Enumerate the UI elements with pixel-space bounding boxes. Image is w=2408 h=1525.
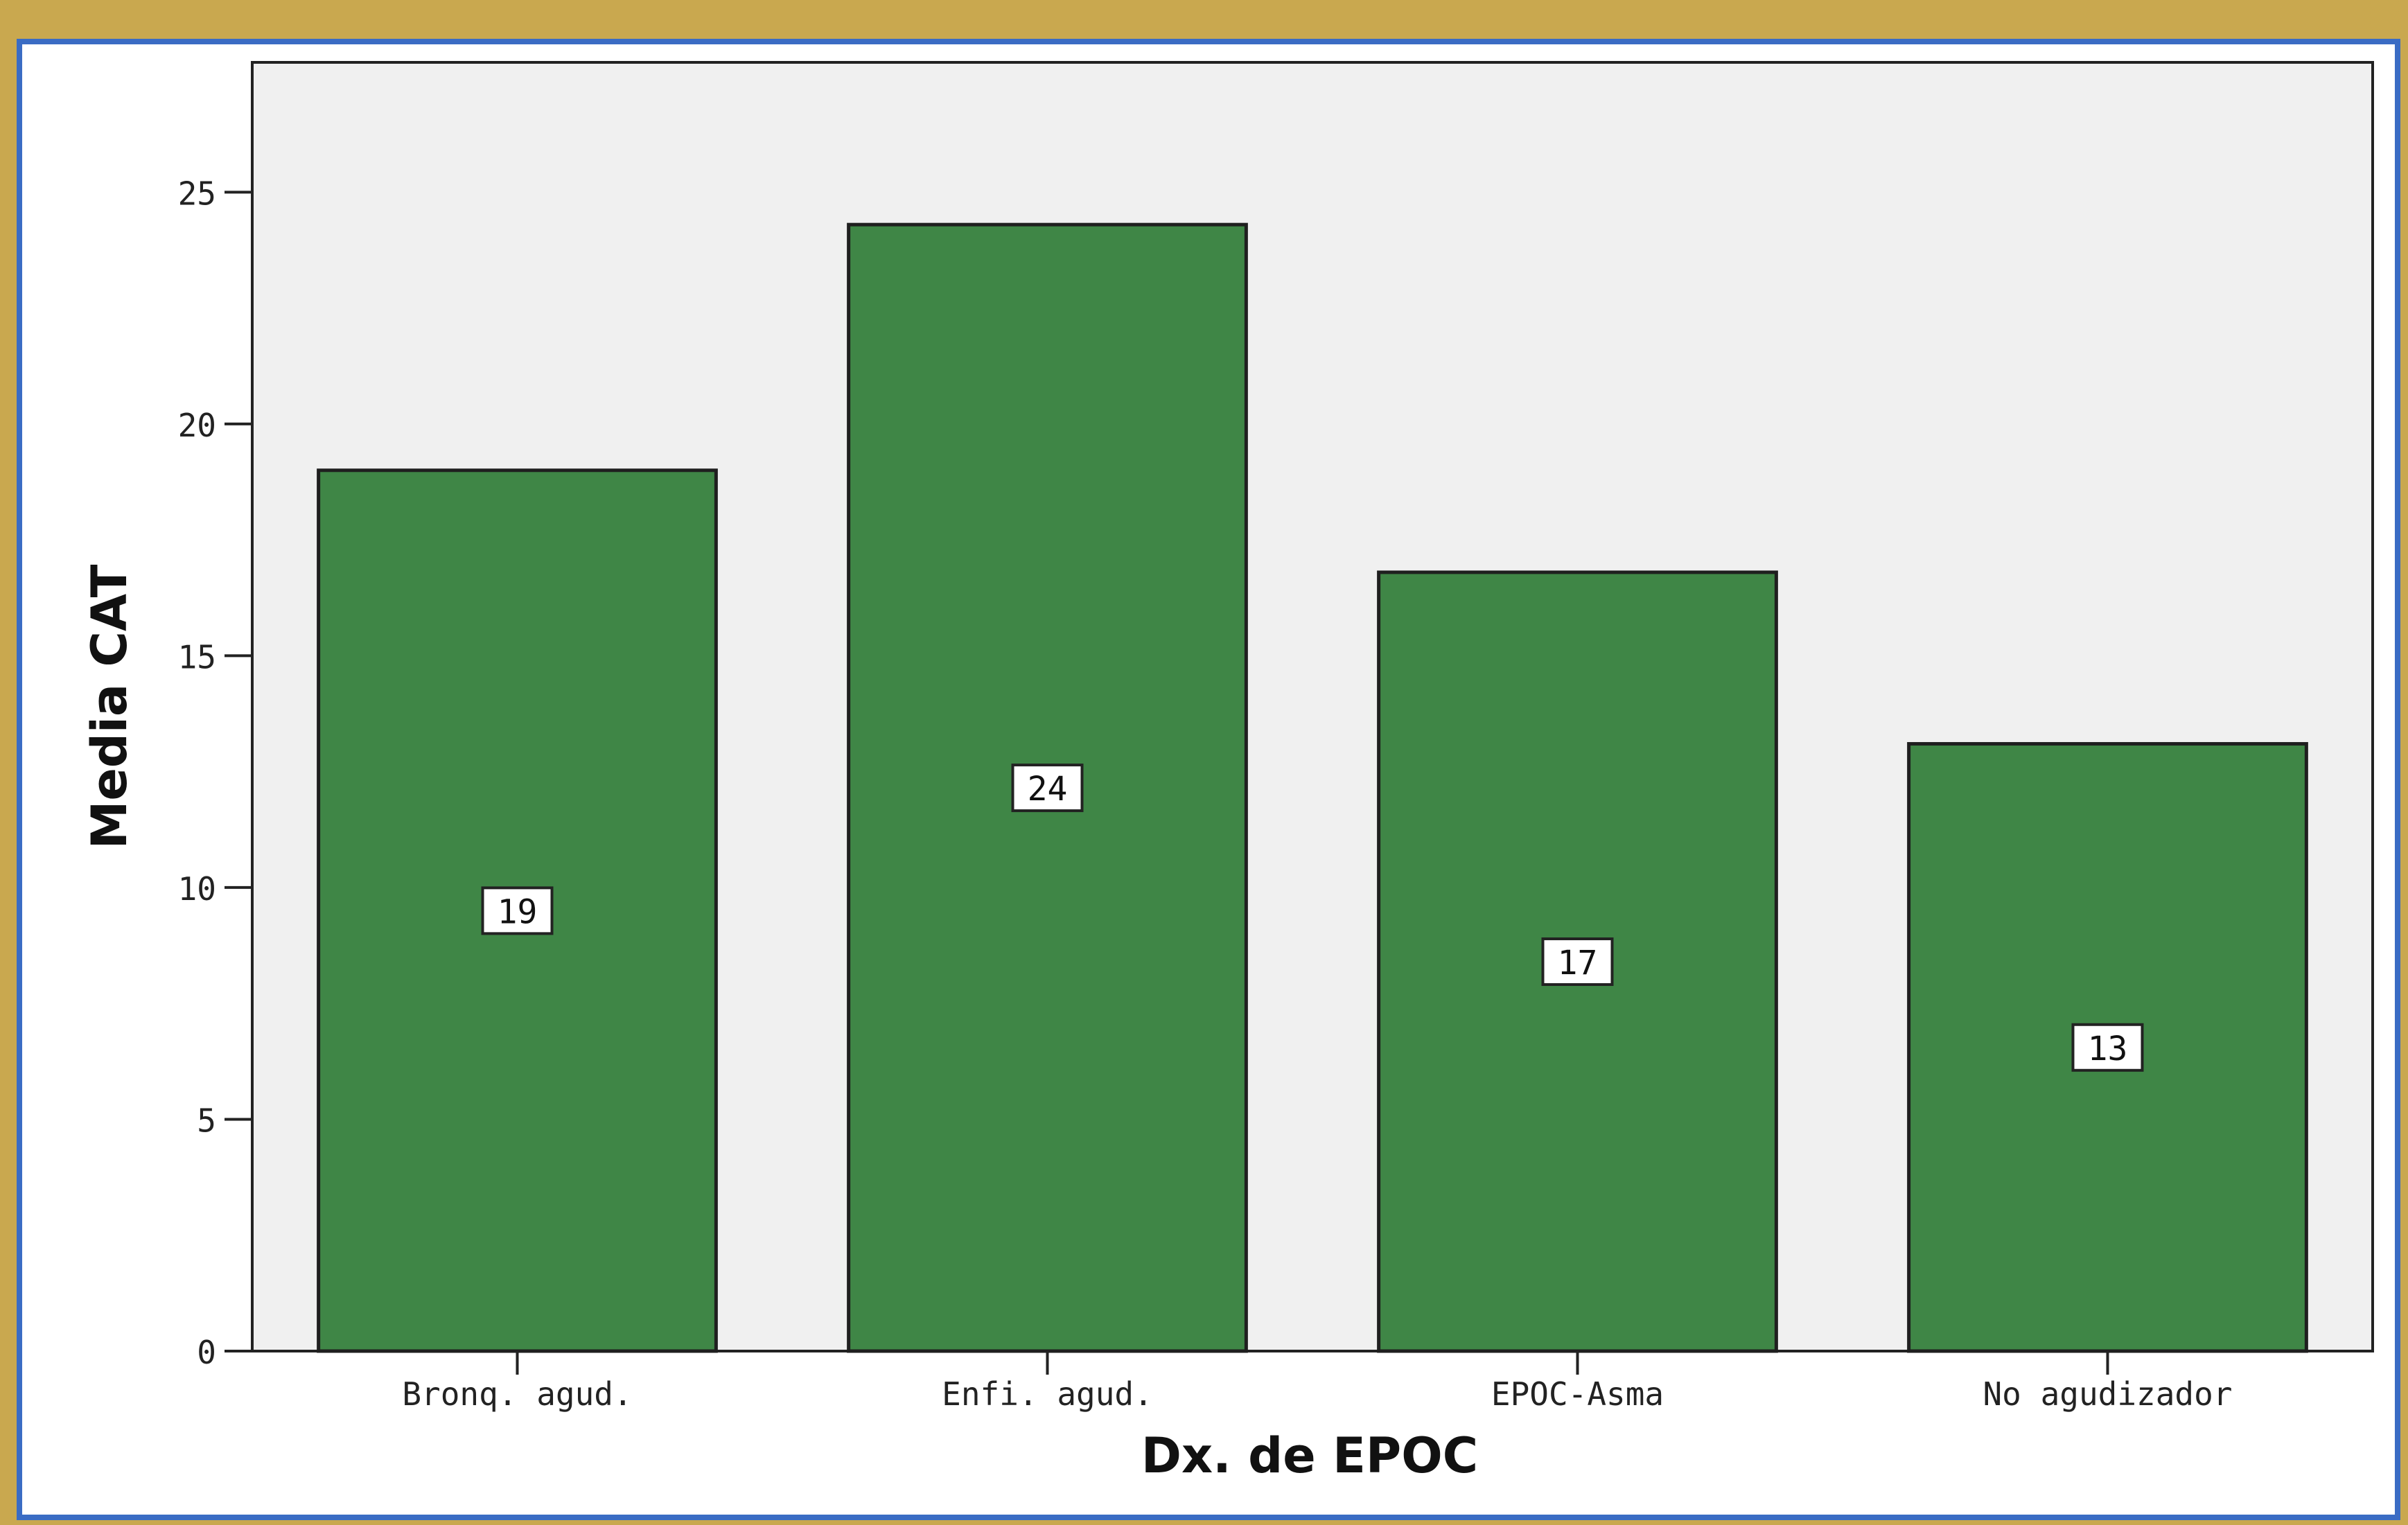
data-label-box <box>1541 937 1614 986</box>
bar[interactable] <box>847 222 1248 1353</box>
x-tick-label: Enfi. agud. <box>942 1375 1153 1413</box>
x-tick-label: Bronq. agud. <box>402 1375 632 1413</box>
data-label: 24 <box>1028 770 1068 809</box>
y-tick-label: 15 <box>178 638 216 676</box>
y-tick-label: 25 <box>178 175 216 212</box>
x-tick-label: EPOC-Asma <box>1491 1375 1664 1413</box>
y-tick-label: 5 <box>197 1102 216 1139</box>
y-tick-label: 10 <box>178 870 216 908</box>
x-axis-label: Dx. de EPOC <box>1141 1427 1478 1484</box>
bars: 19 24 17 13 <box>317 222 2308 1353</box>
y-axis: 0 5 10 15 20 25 <box>178 175 252 1371</box>
x-tick-label: No agudizador <box>1983 1375 2232 1413</box>
data-label: 13 <box>2088 1030 2128 1068</box>
y-tick-label: 20 <box>178 407 216 444</box>
x-axis: Bronq. agud. Enfi. agud. EPOC-Asma No agudi… <box>402 1351 2233 1413</box>
data-label: 17 <box>1558 944 1598 982</box>
data-label-box <box>1011 764 1084 813</box>
y-tick-label: 0 <box>197 1334 216 1371</box>
y-axis-label: Media CAT <box>81 564 138 849</box>
data-label-box <box>2071 1023 2144 1072</box>
data-label-box <box>481 886 554 935</box>
data-label: 19 <box>498 892 538 931</box>
